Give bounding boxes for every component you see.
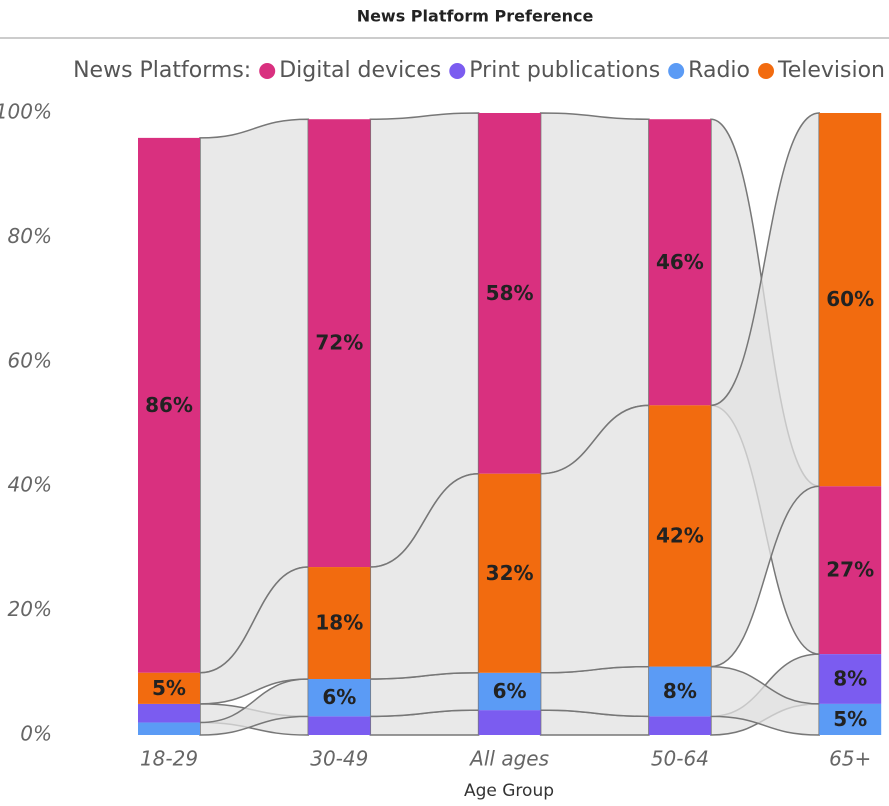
data-label: 27% (826, 558, 874, 582)
bar-segment (308, 119, 371, 568)
data-label: 58% (486, 281, 534, 305)
x-tick-label: All ages (468, 747, 549, 771)
legend-swatch (449, 63, 466, 79)
legend-label: Digital devices (279, 58, 441, 83)
data-label: 8% (663, 679, 697, 703)
y-tick-label: 40% (8, 473, 52, 497)
bar-segment (138, 703, 200, 723)
y-tick-label: 100% (0, 100, 52, 124)
bar-segment (308, 716, 371, 735)
data-label: 72% (315, 331, 363, 355)
data-label: 86% (145, 393, 193, 417)
bar-segment (819, 113, 882, 487)
legend-swatch (259, 63, 276, 79)
bar-segment (819, 703, 882, 735)
ribbon (539, 665, 650, 718)
ribbons (199, 112, 820, 736)
data-label: 46% (656, 250, 704, 274)
bar-segment (308, 567, 371, 680)
bar-segment (138, 722, 200, 735)
legend-label: Television (777, 58, 885, 83)
ribbon (710, 112, 820, 668)
y-tick-label: 80% (8, 224, 52, 248)
bar-segment (648, 716, 711, 735)
bar-segment (308, 679, 371, 717)
chart-title: News Platform Preference (357, 7, 594, 26)
legend-label: Radio (688, 58, 750, 83)
bar-segment (819, 654, 882, 704)
legend-swatch (668, 63, 685, 79)
bar-segment (819, 486, 882, 655)
y-tick-label: 60% (8, 348, 52, 372)
data-label: 5% (152, 676, 186, 700)
bar-segment (648, 405, 711, 667)
data-label: 8% (833, 667, 867, 691)
x-tick-label: 18-29 (140, 747, 198, 771)
bar-segment (478, 113, 541, 474)
bar-segment (478, 672, 541, 711)
legend-title: News Platforms: (73, 58, 251, 83)
data-label: 6% (493, 679, 527, 703)
ribbon (199, 566, 310, 705)
legend-swatch (758, 63, 774, 79)
bar-segment (478, 473, 541, 673)
y-tick-label: 20% (8, 597, 52, 621)
legend: News Platforms: Digital devices Print publ… (73, 58, 885, 83)
data-label: 5% (833, 707, 867, 731)
x-tick-label: 65+ (829, 747, 871, 771)
bar-segment (478, 710, 541, 735)
y-tick-label: 0% (20, 722, 52, 746)
data-label: 18% (315, 611, 363, 635)
x-axis-title: Age Group (464, 781, 554, 801)
x-tick-label: 30-49 (310, 747, 368, 771)
bar-segment (648, 666, 711, 717)
bar-segment (648, 119, 711, 406)
ribbon (539, 404, 650, 674)
bar-segment (138, 672, 200, 704)
legend-label: Print publications (469, 58, 660, 83)
bars: 86% 5% 72% 6% 18% 58% 6% 32% 46% 8% 42% 27% 8% 5% 60% (138, 113, 882, 735)
data-label: 32% (486, 561, 534, 585)
data-label: 60% (826, 287, 874, 311)
x-tick-label: 50-64 (651, 747, 709, 771)
data-label: 6% (322, 685, 356, 709)
bar-segment (138, 137, 200, 673)
ribbon (369, 473, 480, 680)
data-label: 42% (656, 523, 704, 547)
